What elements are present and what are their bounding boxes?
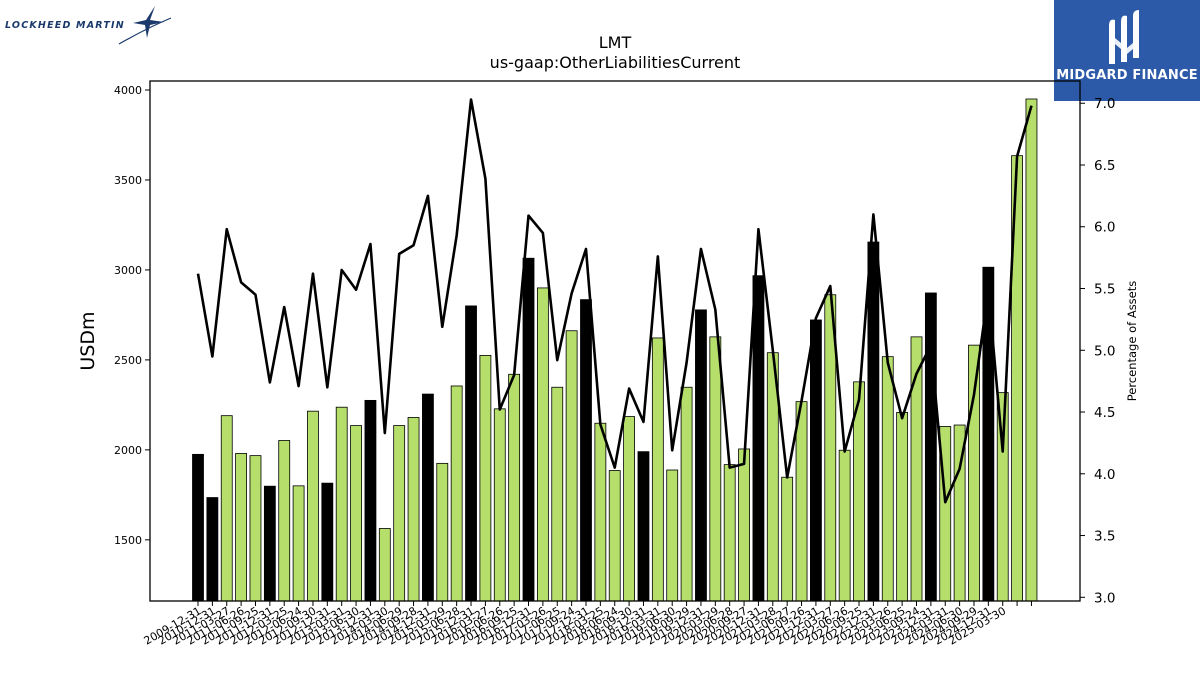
chart-subtitle: us-gaap:OtherLiabilitiesCurrent xyxy=(489,53,741,72)
y-axis-label: USDm xyxy=(77,311,99,370)
bar xyxy=(350,425,362,602)
bar xyxy=(364,399,377,602)
bar xyxy=(508,373,521,602)
bar xyxy=(536,287,549,602)
y2-tick-label: 5.0 xyxy=(1094,343,1115,359)
y2-tick-label: 3.5 xyxy=(1094,529,1115,545)
bar xyxy=(623,416,635,602)
y2-axis-label: Percentage of Assets xyxy=(1125,281,1139,402)
bar xyxy=(450,385,463,602)
midgard-m-icon xyxy=(1109,10,1139,64)
bar xyxy=(321,482,334,602)
midgard-finance-logo-text: MIDGARD FINANCE xyxy=(1056,68,1198,83)
bar xyxy=(551,386,564,602)
bar xyxy=(738,448,750,602)
star-icon xyxy=(118,6,172,45)
bar xyxy=(608,470,621,602)
bar xyxy=(422,393,434,602)
y-tick-label: 3000 xyxy=(114,264,142,277)
bar xyxy=(393,425,406,602)
y2-tick-label: 5.5 xyxy=(1094,282,1115,298)
bar xyxy=(407,417,420,602)
lockheed-martin-logo-text: LOCKHEED MARTIN xyxy=(5,20,125,31)
y2-tick-label: 7.0 xyxy=(1094,96,1115,112)
bar xyxy=(278,440,291,602)
y-tick-label: 2500 xyxy=(114,354,142,367)
bar xyxy=(723,464,736,602)
bar xyxy=(565,330,578,602)
y-tick-label: 1500 xyxy=(114,534,142,547)
bar xyxy=(249,455,262,602)
bar xyxy=(522,257,535,602)
bar xyxy=(752,275,765,602)
series-line xyxy=(196,98,1033,504)
bar xyxy=(378,528,391,602)
bar xyxy=(695,309,707,602)
bar xyxy=(192,453,204,602)
chart-title: LMT xyxy=(598,33,632,52)
bar xyxy=(924,292,937,602)
y2-tick-label: 4.5 xyxy=(1094,405,1115,421)
y2-tick-label: 3.0 xyxy=(1094,590,1115,606)
bar xyxy=(680,386,693,602)
y-tick-label: 2000 xyxy=(114,444,142,457)
bar xyxy=(666,469,679,602)
bar xyxy=(235,453,248,602)
bar xyxy=(996,392,1009,602)
bar xyxy=(436,462,449,602)
bar xyxy=(220,415,233,602)
y2-tick-label: 4.0 xyxy=(1094,467,1115,483)
bar xyxy=(292,485,305,602)
bar xyxy=(493,408,506,602)
bar xyxy=(881,356,894,602)
bar xyxy=(651,337,664,602)
bar xyxy=(795,401,808,602)
y2-tick-label: 6.0 xyxy=(1094,220,1115,236)
bar xyxy=(206,497,219,602)
bar xyxy=(580,299,592,602)
bar xyxy=(781,476,794,602)
midgard-finance-logo: MIDGARD FINANCE xyxy=(1054,0,1200,101)
bar xyxy=(968,344,980,602)
bar xyxy=(479,354,492,602)
bar xyxy=(637,451,650,602)
bar xyxy=(1025,98,1038,602)
y-tick-label: 3500 xyxy=(114,174,142,187)
y2-tick-label: 6.5 xyxy=(1094,158,1115,174)
bar xyxy=(263,485,276,602)
bar xyxy=(810,319,822,602)
bar xyxy=(838,449,851,602)
lockheed-martin-logo: LOCKHEED MARTIN xyxy=(5,4,172,46)
bar xyxy=(465,305,477,602)
bar xyxy=(709,336,722,602)
bar xyxy=(307,410,319,602)
y-tick-label: 4000 xyxy=(114,84,142,97)
bar xyxy=(335,406,348,602)
bar xyxy=(867,241,880,602)
bar xyxy=(594,422,607,602)
bar xyxy=(896,412,909,602)
